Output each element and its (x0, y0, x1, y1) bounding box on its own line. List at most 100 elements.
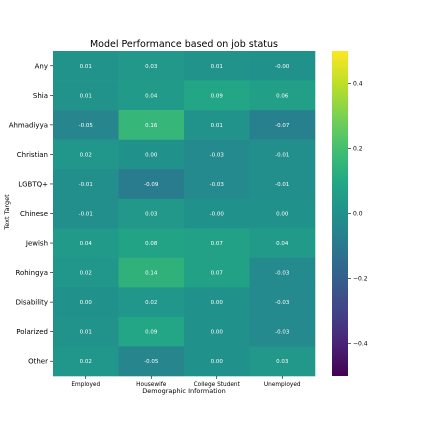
cell-value-label: 0.01 (80, 330, 92, 336)
heatmap-cell (118, 80, 185, 111)
heatmap-cell (118, 257, 185, 288)
cell-value-label: -0.01 (79, 182, 93, 188)
cell-value-label: 0.04 (145, 93, 158, 99)
colorbar-tick-label: −0.4 (353, 341, 368, 348)
heatmap-cell (53, 316, 119, 347)
colorbar-tick-label: −0.2 (353, 276, 368, 283)
heatmap-cell (249, 228, 316, 259)
colorbar-tick-label: 0.4 (353, 81, 363, 88)
colorbar-gradient (332, 51, 348, 376)
heatmap-cell (184, 110, 250, 140)
heatmap-cell (249, 80, 316, 111)
x-tick-label: Unemployed (264, 382, 301, 388)
heatmap-cell (184, 316, 250, 347)
cell-value-label: -0.03 (275, 271, 290, 277)
heatmap-cell (249, 169, 316, 200)
cell-value-label: -0.03 (275, 330, 290, 336)
y-tick-label: Disability (16, 299, 48, 307)
heatmap-cell (53, 257, 119, 288)
colorbar: 0.4 0.2 0.0 −0.2 −0.4 (332, 51, 368, 376)
cell-value-label: -0.05 (79, 123, 94, 129)
heatmap-cell (53, 346, 119, 377)
cell-value-label: -0.09 (144, 182, 159, 188)
cell-value-label: 0.00 (145, 152, 158, 158)
heatmap-cell (53, 139, 119, 170)
heatmap-cells: 0.01 0.03 0.01 -0.00 0.01 0.04 0.09 0.06 -0.05 0.… (53, 51, 316, 377)
y-tick-label: Jewish (25, 240, 48, 248)
cell-value-label: 0.16 (145, 123, 158, 129)
cell-value-label: -0.03 (275, 300, 290, 306)
cell-value-label: -0.03 (210, 152, 225, 158)
cell-value-label: 0.02 (145, 300, 157, 306)
heatmap-cell (249, 257, 316, 288)
heatmap-cell (249, 287, 316, 318)
cell-value-label: -0.01 (79, 212, 93, 218)
cell-value-label: 0.00 (80, 300, 93, 306)
y-tick-label: LGBTQ+ (18, 180, 48, 188)
cell-value-label: 0.01 (211, 64, 223, 70)
heatmap-cell (184, 257, 250, 288)
heatmap-cell (118, 198, 185, 229)
cell-value-label: 0.03 (145, 212, 158, 218)
heatmap-cell (118, 110, 185, 140)
heatmap-cell (184, 51, 250, 81)
heatmap-cell (184, 169, 250, 200)
cell-value-label: 0.04 (80, 241, 93, 247)
x-tick-label: Employed (71, 382, 100, 388)
heatmap-cell (184, 228, 250, 259)
cell-value-label: 0.00 (211, 359, 224, 365)
heatmap-cell (184, 139, 250, 170)
cell-value-label: 0.00 (211, 300, 224, 306)
cell-value-label: 0.09 (145, 330, 158, 336)
cell-value-label: 0.14 (145, 271, 158, 277)
x-tick-label: College Student (194, 382, 241, 388)
cell-value-label: 0.02 (80, 359, 92, 365)
y-tick-label: Christian (17, 151, 48, 159)
cell-value-label: -0.00 (210, 212, 225, 218)
heatmap-cell (184, 80, 250, 111)
cell-value-label: -0.05 (144, 359, 159, 365)
heatmap-cell (118, 316, 185, 347)
chart-title: Model Performance based on job status (90, 39, 278, 50)
cell-value-label: 0.08 (145, 241, 158, 247)
cell-value-label: 0.09 (211, 93, 224, 99)
heatmap-cell (118, 287, 185, 318)
y-tick-label: Ahmadiyya (9, 121, 48, 129)
y-tick-label: Any (35, 62, 48, 70)
heatmap-cell (53, 110, 119, 140)
cell-value-label: 0.01 (80, 93, 92, 99)
column-labels: Employed Housewife College Student Unemploy… (71, 376, 301, 388)
y-tick-label: Other (28, 358, 48, 366)
heatmap-cell (249, 346, 316, 377)
cell-value-label: -0.07 (275, 123, 290, 129)
heatmap-cell (118, 139, 185, 170)
cell-value-label: 0.07 (211, 271, 224, 277)
heatmap-cell (118, 169, 185, 200)
cell-value-label: 0.00 (211, 330, 224, 336)
cell-value-label: -0.03 (210, 182, 225, 188)
heatmap-cell (53, 51, 119, 81)
heatmap-cell (184, 198, 250, 229)
cell-value-label: -0.01 (275, 182, 289, 188)
heatmap-cell (184, 346, 250, 377)
y-axis-label: Text Target (3, 194, 11, 231)
y-tick-label: Rohingya (15, 269, 48, 277)
cell-value-label: 0.07 (211, 241, 224, 247)
cell-value-label: 0.06 (276, 93, 289, 99)
colorbar-tick-label: 0.2 (353, 146, 363, 153)
cell-value-label: 0.01 (80, 64, 92, 70)
heatmap-cell (184, 287, 250, 318)
y-tick-label: Chinese (20, 210, 48, 218)
row-labels: Any Shia Ahmadiyya Christian LGBTQ+ Chinese Je… (9, 62, 53, 366)
cell-value-label: 0.03 (276, 359, 289, 365)
heatmap-cell (118, 228, 185, 259)
heatmap-cell (118, 346, 185, 377)
colorbar-tick-label: 0.0 (353, 211, 363, 218)
cell-value-label: -0.01 (275, 152, 289, 158)
y-tick-label: Shia (33, 92, 48, 100)
cell-value-label: 0.02 (80, 271, 92, 277)
heatmap-cell (53, 198, 119, 229)
heatmap-cell (249, 316, 316, 347)
y-tick-label: Polarized (16, 328, 48, 336)
